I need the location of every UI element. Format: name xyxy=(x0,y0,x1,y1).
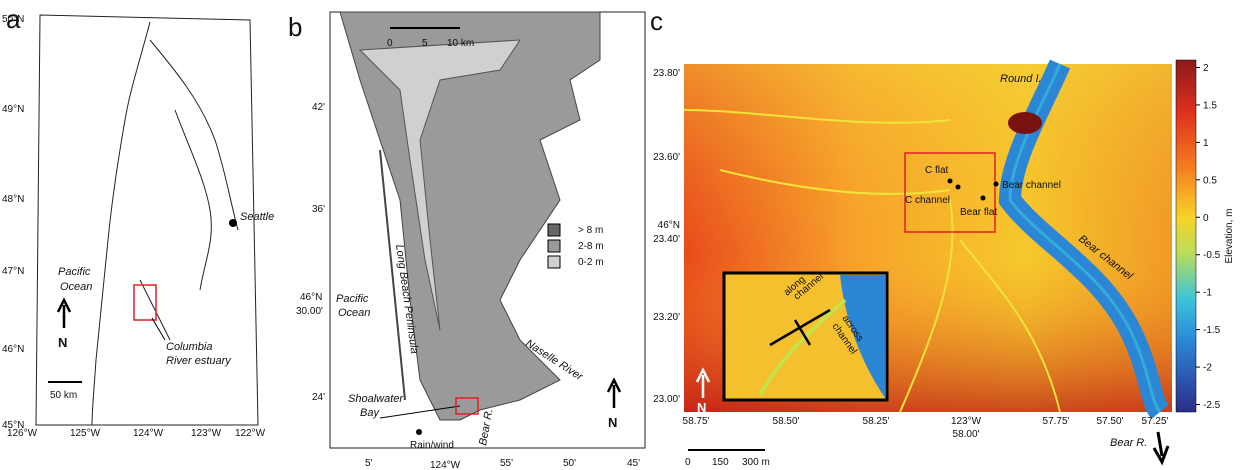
lat-label: 42' xyxy=(312,102,325,113)
lon-label: 123°W xyxy=(951,416,982,427)
colorbar-tick-label: -0.5 xyxy=(1203,250,1221,261)
colorbar-label: Elevation, m xyxy=(1224,208,1235,263)
legend-label: 2-8 m xyxy=(578,241,604,252)
ocean-label: Pacific xyxy=(336,293,369,305)
legend-swatch xyxy=(548,240,560,252)
panel-a: a Seattle Pacific Ocean Columbia River e… xyxy=(6,4,274,425)
scale-label: 0 xyxy=(387,38,393,49)
lat-label: 23.20' xyxy=(653,312,680,323)
lon-label: 126°W xyxy=(7,428,38,439)
island xyxy=(1008,112,1042,134)
lon-label: 57.75' xyxy=(1043,416,1070,427)
lat-label: 36' xyxy=(312,204,325,215)
legend-label: > 8 m xyxy=(578,225,603,236)
lat-label: 48°N xyxy=(2,194,24,205)
lon-label: 124°W xyxy=(133,428,164,439)
flow-arrow xyxy=(1154,432,1168,462)
site-marker xyxy=(956,185,961,190)
colorbar xyxy=(1176,60,1196,412)
scale-label: 150 xyxy=(712,457,729,468)
site-marker xyxy=(948,179,953,184)
city-marker xyxy=(229,219,237,227)
lat-label: 49°N xyxy=(2,104,24,115)
lon-label: 55' xyxy=(500,458,513,469)
colorbar-tick-label: 2 xyxy=(1203,63,1209,74)
lat-label: 46°N xyxy=(300,292,322,303)
legend-swatch xyxy=(548,256,560,268)
lat-label: 30.00' xyxy=(296,306,323,317)
lon-label: 58.50' xyxy=(773,416,800,427)
lat-label: 46°N xyxy=(2,344,24,355)
ocean-label: Ocean xyxy=(338,307,370,319)
scale-label: 10 km xyxy=(447,38,474,49)
lon-label: 58.25' xyxy=(863,416,890,427)
city-label: Seattle xyxy=(240,211,274,223)
panel-label: b xyxy=(288,12,302,42)
leader-line xyxy=(152,318,165,340)
panel-c: c Round I. C flat C channel Bear channel… xyxy=(650,6,1235,468)
scale-label: 0 xyxy=(685,457,691,468)
colorbar-tick-label: 1 xyxy=(1203,138,1209,149)
estuary-label: River estuary xyxy=(166,355,232,367)
lat-label: 23.60' xyxy=(653,152,680,163)
colorbar-tick-label: 0 xyxy=(1203,213,1209,224)
colorbar-tick-label: 0.5 xyxy=(1203,175,1217,186)
legend-swatch xyxy=(548,224,560,236)
lon-label: 5' xyxy=(365,458,373,469)
scale-label: 5 xyxy=(422,38,428,49)
lon-label: 57.25' xyxy=(1142,416,1169,427)
lon-label: 58.75' xyxy=(683,416,710,427)
lat-label: 24' xyxy=(312,392,325,403)
north-arrow xyxy=(608,380,620,408)
lon-label: 50' xyxy=(563,458,576,469)
site-label: Bear flat xyxy=(960,207,997,218)
scale-label: 50 km xyxy=(50,390,77,401)
north-arrow xyxy=(58,300,70,328)
scale-label: 300 m xyxy=(742,457,770,468)
site-marker xyxy=(994,182,999,187)
lat-label: 23.00' xyxy=(653,394,680,405)
island-label: Round I. xyxy=(1000,73,1042,85)
colorbar-tick-label: -1.5 xyxy=(1203,325,1221,336)
lon-label: 58.00' xyxy=(953,429,980,440)
lat-label: 50°N xyxy=(2,14,24,25)
coastline xyxy=(140,40,238,340)
north-label: N xyxy=(608,415,617,430)
legend-label: 0-2 m xyxy=(578,257,604,268)
north-label: N xyxy=(697,400,706,415)
bay-label: Shoalwater xyxy=(348,393,404,405)
panel-label: c xyxy=(650,6,663,36)
colorbar-tick-label: -1 xyxy=(1203,288,1212,299)
site-label: Bear channel xyxy=(1002,180,1061,191)
panel-b: b 0 5 10 km 42' 36' 46°N 30.00' 24' 5' 1… xyxy=(288,12,645,470)
lon-label: 57.50' xyxy=(1097,416,1124,427)
station-marker xyxy=(416,429,422,435)
site-marker xyxy=(981,196,986,201)
lon-label: 45' xyxy=(627,458,640,469)
lon-label: 123°W xyxy=(191,428,222,439)
coastline xyxy=(92,22,150,425)
bay-label: Bay xyxy=(360,407,380,419)
lat-label: 23.40' xyxy=(653,234,680,245)
site-label: C channel xyxy=(905,195,950,206)
colorbar-tick-label: -2.5 xyxy=(1203,400,1221,411)
site-label: C flat xyxy=(925,165,949,176)
estuary-label: Columbia xyxy=(166,341,212,353)
lat-label: 23.80' xyxy=(653,68,680,79)
lon-label: 125°W xyxy=(70,428,101,439)
lon-label: 122°W xyxy=(235,428,266,439)
north-label: N xyxy=(58,335,67,350)
ocean-label: Ocean xyxy=(60,281,92,293)
lat-label: 47°N xyxy=(2,266,24,277)
colorbar-tick-label: 1.5 xyxy=(1203,100,1217,111)
river-label: Bear R. xyxy=(477,408,495,447)
lat-label: 46°N xyxy=(658,220,680,231)
station-label: Rain/wind xyxy=(410,440,454,451)
lon-label: 124°W xyxy=(430,460,461,470)
colorbar-tick-label: -2 xyxy=(1203,363,1212,374)
figure: a Seattle Pacific Ocean Columbia River e… xyxy=(0,0,1241,470)
river-label: Bear R. xyxy=(1110,437,1147,449)
ocean-label: Pacific xyxy=(58,266,91,278)
